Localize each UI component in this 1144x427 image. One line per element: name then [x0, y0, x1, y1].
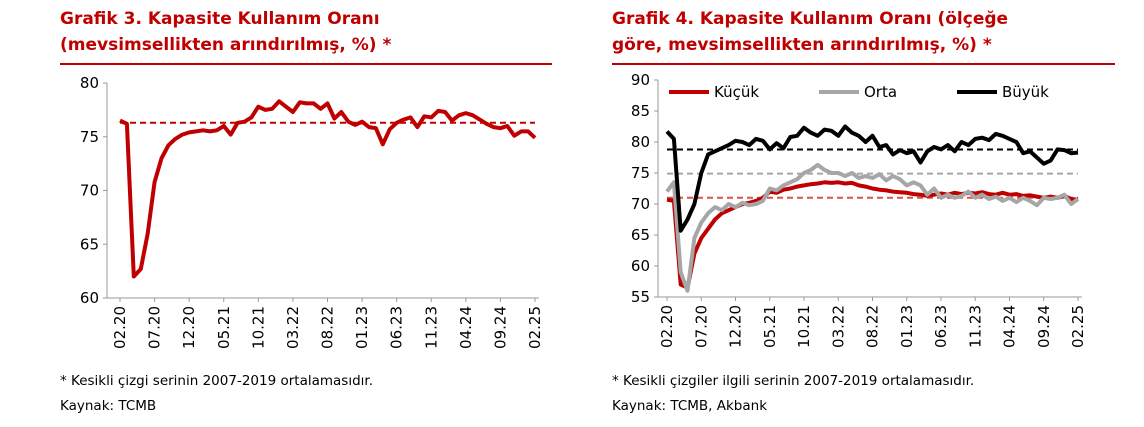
y-tick-label: 75 — [80, 128, 99, 146]
x-tick-label: 08.22 — [319, 306, 337, 349]
title-line: (mevsimsellikten arındırılmış, %) * — [60, 35, 392, 55]
series-line — [665, 124, 1079, 233]
y-tick-label: 60 — [80, 289, 99, 307]
y-tick-label: 90 — [631, 71, 650, 89]
x-tick-label: 07.20 — [146, 306, 164, 349]
x-tick-label: 05.21 — [761, 305, 779, 348]
title-line: Grafik 3. Kapasite Kullanım Oranı — [60, 9, 380, 29]
legend-label: Büyük — [1002, 83, 1049, 101]
title-line: Grafik 4. Kapasite Kullanım Oranı (ölçeğ… — [612, 9, 1009, 29]
chart-title: Grafik 4. Kapasite Kullanım Oranı (ölçeğ… — [612, 6, 1008, 58]
x-tick-label: 06.23 — [932, 305, 950, 348]
x-tick-label: 02.25 — [526, 306, 544, 349]
footnote: * Kesikli çizgiler ilgili serinin 2007-2… — [612, 373, 975, 389]
x-tick-label: 08.22 — [864, 305, 882, 348]
x-tick-label: 02.20 — [658, 305, 676, 348]
x-tick-label: 02.25 — [1069, 305, 1087, 348]
y-tick-label: 80 — [80, 74, 99, 92]
x-tick-label: 10.21 — [249, 306, 267, 349]
x-tick-label: 02.20 — [111, 306, 129, 349]
y-tick-label: 65 — [80, 235, 99, 253]
title-rule — [612, 63, 1115, 65]
title-line: göre, mevsimsellikten arındırılmış, %) * — [612, 35, 992, 55]
x-tick-label: 09.24 — [1035, 305, 1053, 348]
x-tick-label: 01.23 — [353, 306, 371, 349]
x-tick-label: 11.23 — [422, 306, 440, 349]
y-tick-label: 75 — [631, 164, 650, 182]
source: Kaynak: TCMB — [60, 398, 157, 414]
legend-label: Orta — [864, 83, 897, 101]
y-tick-label: 55 — [631, 288, 650, 306]
footnote: * Kesikli çizgi serinin 2007-2019 ortala… — [60, 373, 373, 389]
series-line — [665, 162, 1080, 293]
y-tick-label: 70 — [631, 195, 650, 213]
x-tick-label: 04.24 — [1001, 305, 1019, 348]
x-tick-label: 03.22 — [284, 306, 302, 349]
y-tick-label: 85 — [631, 102, 650, 120]
x-tick-label: 11.23 — [966, 305, 984, 348]
y-tick-label: 65 — [631, 226, 650, 244]
y-tick-label: 80 — [631, 133, 650, 151]
x-tick-label: 04.24 — [457, 306, 475, 349]
title-rule — [60, 63, 552, 65]
x-tick-label: 12.20 — [727, 305, 745, 348]
x-tick-label: 06.23 — [388, 306, 406, 349]
source: Kaynak: TCMB, Akbank — [612, 398, 768, 414]
x-tick-label: 05.21 — [215, 306, 233, 349]
x-tick-label: 01.23 — [898, 305, 916, 348]
x-tick-label: 03.22 — [829, 305, 847, 348]
y-tick-label: 70 — [80, 182, 99, 200]
chart-title: Grafik 3. Kapasite Kullanım Oranı (mevsim… — [60, 6, 391, 58]
series-line — [119, 99, 537, 279]
x-tick-label: 09.24 — [491, 306, 509, 349]
x-tick-label: 12.20 — [180, 306, 198, 349]
y-tick-label: 60 — [631, 257, 650, 275]
x-tick-label: 10.21 — [795, 305, 813, 348]
x-tick-label: 07.20 — [692, 305, 710, 348]
legend-label: Küçük — [714, 83, 759, 101]
